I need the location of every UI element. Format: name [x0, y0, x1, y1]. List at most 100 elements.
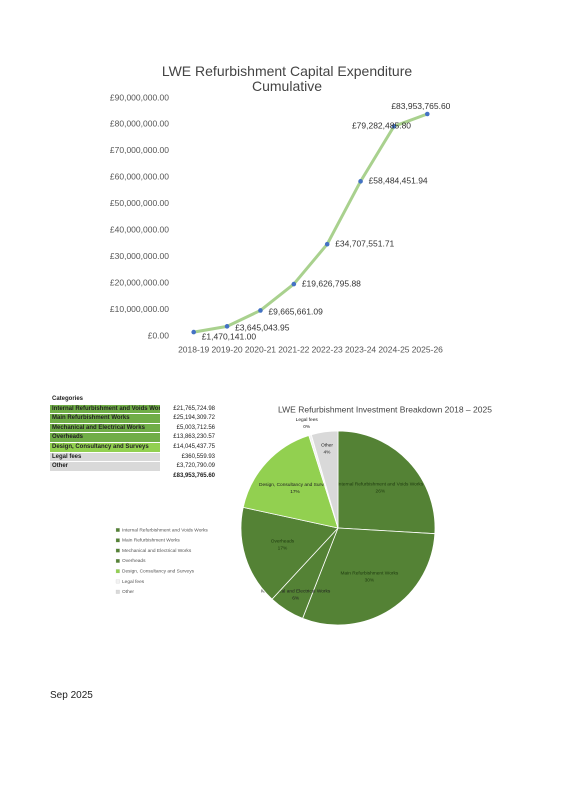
slice-label: Design, Consultancy and Surveys — [259, 482, 332, 488]
data-point — [191, 329, 196, 335]
data-point — [358, 179, 363, 184]
y-tick-label: £70,000,000.00 — [110, 145, 169, 155]
table-row: Main Refurbishment Works £25,194,309.72 — [49, 413, 218, 424]
amount-cell: £21,765,724.98 — [160, 403, 218, 415]
amount-cell: £5,003,712.56 — [160, 422, 218, 434]
amount-cell: £3,720,790.09 — [160, 461, 218, 472]
slice-label: Internal Refurbishment and Voids Works — [337, 481, 423, 487]
data-label: £58,484,451.94 — [369, 176, 428, 186]
table-total: £83,953,765.60 — [160, 470, 218, 482]
table-row: Other £3,720,790.09 — [49, 461, 218, 472]
legend-label: Overheads — [122, 558, 146, 564]
pie-slice — [240, 506, 339, 600]
x-tick-label: 2023-24 — [345, 344, 376, 354]
legend-label: Design, Consultancy and Surveys — [122, 568, 195, 574]
legend-swatch — [115, 558, 120, 563]
pie-title: LWE Refurbishment Investment Breakdown 2… — [278, 404, 492, 414]
pie-slice — [302, 527, 436, 626]
pie-slice — [310, 430, 339, 529]
data-label: £1,470,141.00 — [202, 331, 257, 341]
data-label: £19,626,795.88 — [302, 278, 361, 288]
y-tick-label: £90,000,000.00 — [110, 92, 169, 102]
slice-percent: 17% — [278, 546, 288, 552]
legend-swatch — [115, 528, 120, 532]
amount-cell: £360,559.93 — [160, 451, 218, 463]
x-tick-label: 2021-22 — [278, 344, 309, 354]
legend-label: Legal fees — [122, 579, 145, 585]
y-tick-label: £40,000,000.00 — [110, 224, 169, 234]
slice-label: Other — [321, 442, 333, 448]
data-point — [324, 241, 330, 247]
x-tick-label: 2018-19 — [178, 344, 209, 354]
table-header-row: Categories — [49, 394, 218, 405]
data-label: £34,707,551.71 — [335, 238, 394, 248]
table-row: Design, Consultancy and Surveys £14,045,4… — [49, 441, 218, 453]
y-tick-label: £50,000,000.00 — [110, 198, 169, 208]
table-row: Overheads £13,863,230.57 — [49, 432, 218, 443]
table-body: Categories Internal Refurbishment and Vo… — [49, 394, 218, 482]
x-tick-label: 2020-21 — [245, 344, 276, 354]
table-header: Categories — [49, 394, 161, 405]
legend-label: Mechanical and Electrical Works — [122, 548, 192, 554]
slice-percent: 6% — [292, 596, 300, 602]
slice-percent: 26% — [376, 488, 386, 494]
category-cell: Legal fees — [49, 451, 161, 463]
slice-percent: 17% — [290, 489, 300, 495]
category-cell: Other — [49, 461, 161, 472]
y-tick-label: £80,000,000.00 — [110, 119, 169, 129]
y-tick-label: £20,000,000.00 — [110, 277, 169, 287]
pie-slice — [242, 434, 339, 529]
slice-label: Overheads — [271, 539, 295, 545]
data-point — [224, 324, 230, 329]
category-table: Categories Internal Refurbishment and Vo… — [49, 394, 218, 482]
amount-cell: £13,863,230.57 — [160, 432, 218, 443]
data-label: £83,953,765.60 — [391, 101, 450, 111]
y-tick-label: £60,000,000.00 — [110, 172, 169, 182]
data-point — [258, 308, 263, 313]
legend-label: Main Refurbishment Works — [122, 538, 180, 544]
data-label: £79,282,485.80 — [352, 121, 411, 131]
data-label: £9,665,661.09 — [268, 307, 323, 317]
x-tick-label: 2024-25 — [378, 344, 409, 354]
slice-percent: 30% — [365, 577, 375, 583]
table-row: Mechanical and Electrical Works £5,003,71… — [49, 422, 218, 434]
amount-cell: £14,045,437.75 — [160, 441, 218, 453]
slice-percent: 0% — [303, 424, 311, 430]
data-point — [391, 124, 397, 129]
legend-swatch — [115, 579, 120, 584]
y-tick-label: £30,000,000.00 — [110, 251, 169, 261]
legend-label: Other — [122, 589, 134, 595]
slice-percent: 4% — [323, 449, 331, 455]
cumulative-line — [193, 112, 428, 334]
legend-swatch — [115, 589, 120, 594]
legend-swatch — [115, 538, 120, 543]
table-total-row: £83,953,765.60 — [49, 470, 218, 482]
category-cell: Mechanical and Electrical Works — [49, 422, 161, 434]
pie-slice — [337, 430, 436, 535]
data-point — [425, 111, 430, 117]
category-cell: Design, Consultancy and Surveys — [49, 441, 161, 453]
category-cell: Overheads — [49, 432, 161, 443]
legend-label: Internal Refurbishment and Voids Works — [122, 527, 208, 533]
category-cell: Main Refurbishment Works — [49, 413, 161, 424]
slice-label: Legal fees — [296, 417, 319, 423]
table-row: Internal Refurbishment and Voids Works £2… — [49, 403, 218, 415]
data-point — [291, 281, 297, 287]
footer-date: Sep 2025 — [50, 690, 93, 701]
data-label: £3,645,043.95 — [235, 323, 290, 333]
x-tick-label: 2022-23 — [312, 344, 343, 354]
x-tick-label: 2025-26 — [412, 344, 443, 354]
category-cell: Internal Refurbishment and Voids Works — [49, 403, 161, 415]
y-tick-label: £10,000,000.00 — [110, 304, 169, 314]
line-chart-title: LWE Refurbishment Capital Expenditure Cu… — [161, 63, 413, 94]
table-row: Legal fees £360,559.93 — [49, 451, 218, 463]
x-tick-label: 2019-20 — [211, 344, 242, 354]
y-tick-label: £0.00 — [148, 330, 170, 340]
slice-label: Main Refurbishment Works — [341, 570, 399, 576]
legend-swatch — [115, 548, 120, 553]
slice-label: Mechanical and Electrical Works — [261, 589, 331, 595]
amount-cell: £25,194,309.72 — [160, 413, 218, 424]
legend-swatch — [115, 569, 120, 574]
